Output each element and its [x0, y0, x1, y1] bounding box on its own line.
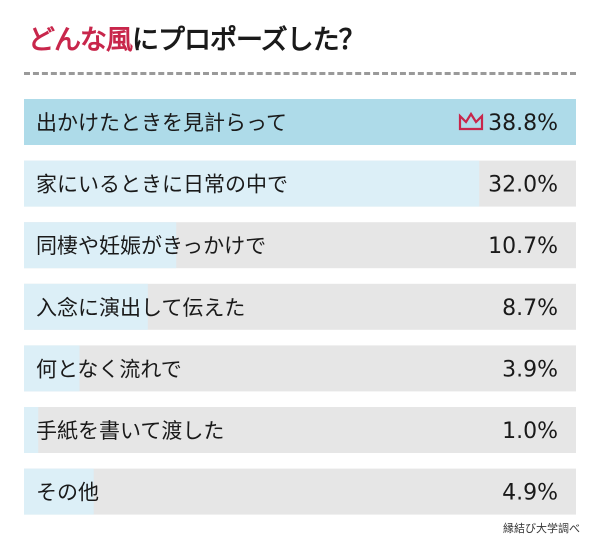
category-label: 入念に演出して伝えた — [36, 296, 245, 320]
value-label: 8.7% — [502, 296, 558, 321]
bar — [24, 468, 94, 515]
value-label: 4.9% — [502, 481, 558, 506]
title-accent: どんな風 — [28, 25, 133, 56]
bar-track — [24, 468, 576, 515]
title-rest: にプロポーズした？ — [132, 25, 366, 56]
bar — [24, 345, 80, 392]
value-label: 10.7% — [488, 234, 558, 259]
value-label: 38.8% — [488, 111, 558, 136]
bar-track — [24, 407, 576, 453]
category-label: 出かけたときを見計らって — [36, 111, 287, 135]
chart-title: どんな風にプロポーズした？ — [28, 18, 366, 57]
source-note: 縁結び大学調べ — [503, 522, 580, 535]
crown-icon — [458, 111, 484, 131]
bar — [24, 407, 39, 453]
category-label: 同棲や妊娠がきっかけで — [36, 234, 266, 258]
category-label: その他 — [36, 481, 99, 505]
value-label: 3.9% — [502, 357, 558, 382]
value-label: 1.0% — [502, 419, 558, 444]
category-label: 手紙を書いて渡した — [36, 419, 224, 443]
bar — [24, 160, 480, 207]
bar — [24, 99, 576, 145]
title-divider — [24, 72, 576, 75]
category-label: 家にいるときに日常の中で — [36, 173, 288, 197]
value-label: 32.0% — [488, 173, 558, 198]
category-label: 何となく流れで — [36, 357, 182, 381]
bar — [24, 222, 177, 269]
bar-track — [24, 345, 576, 392]
bar — [24, 283, 148, 330]
